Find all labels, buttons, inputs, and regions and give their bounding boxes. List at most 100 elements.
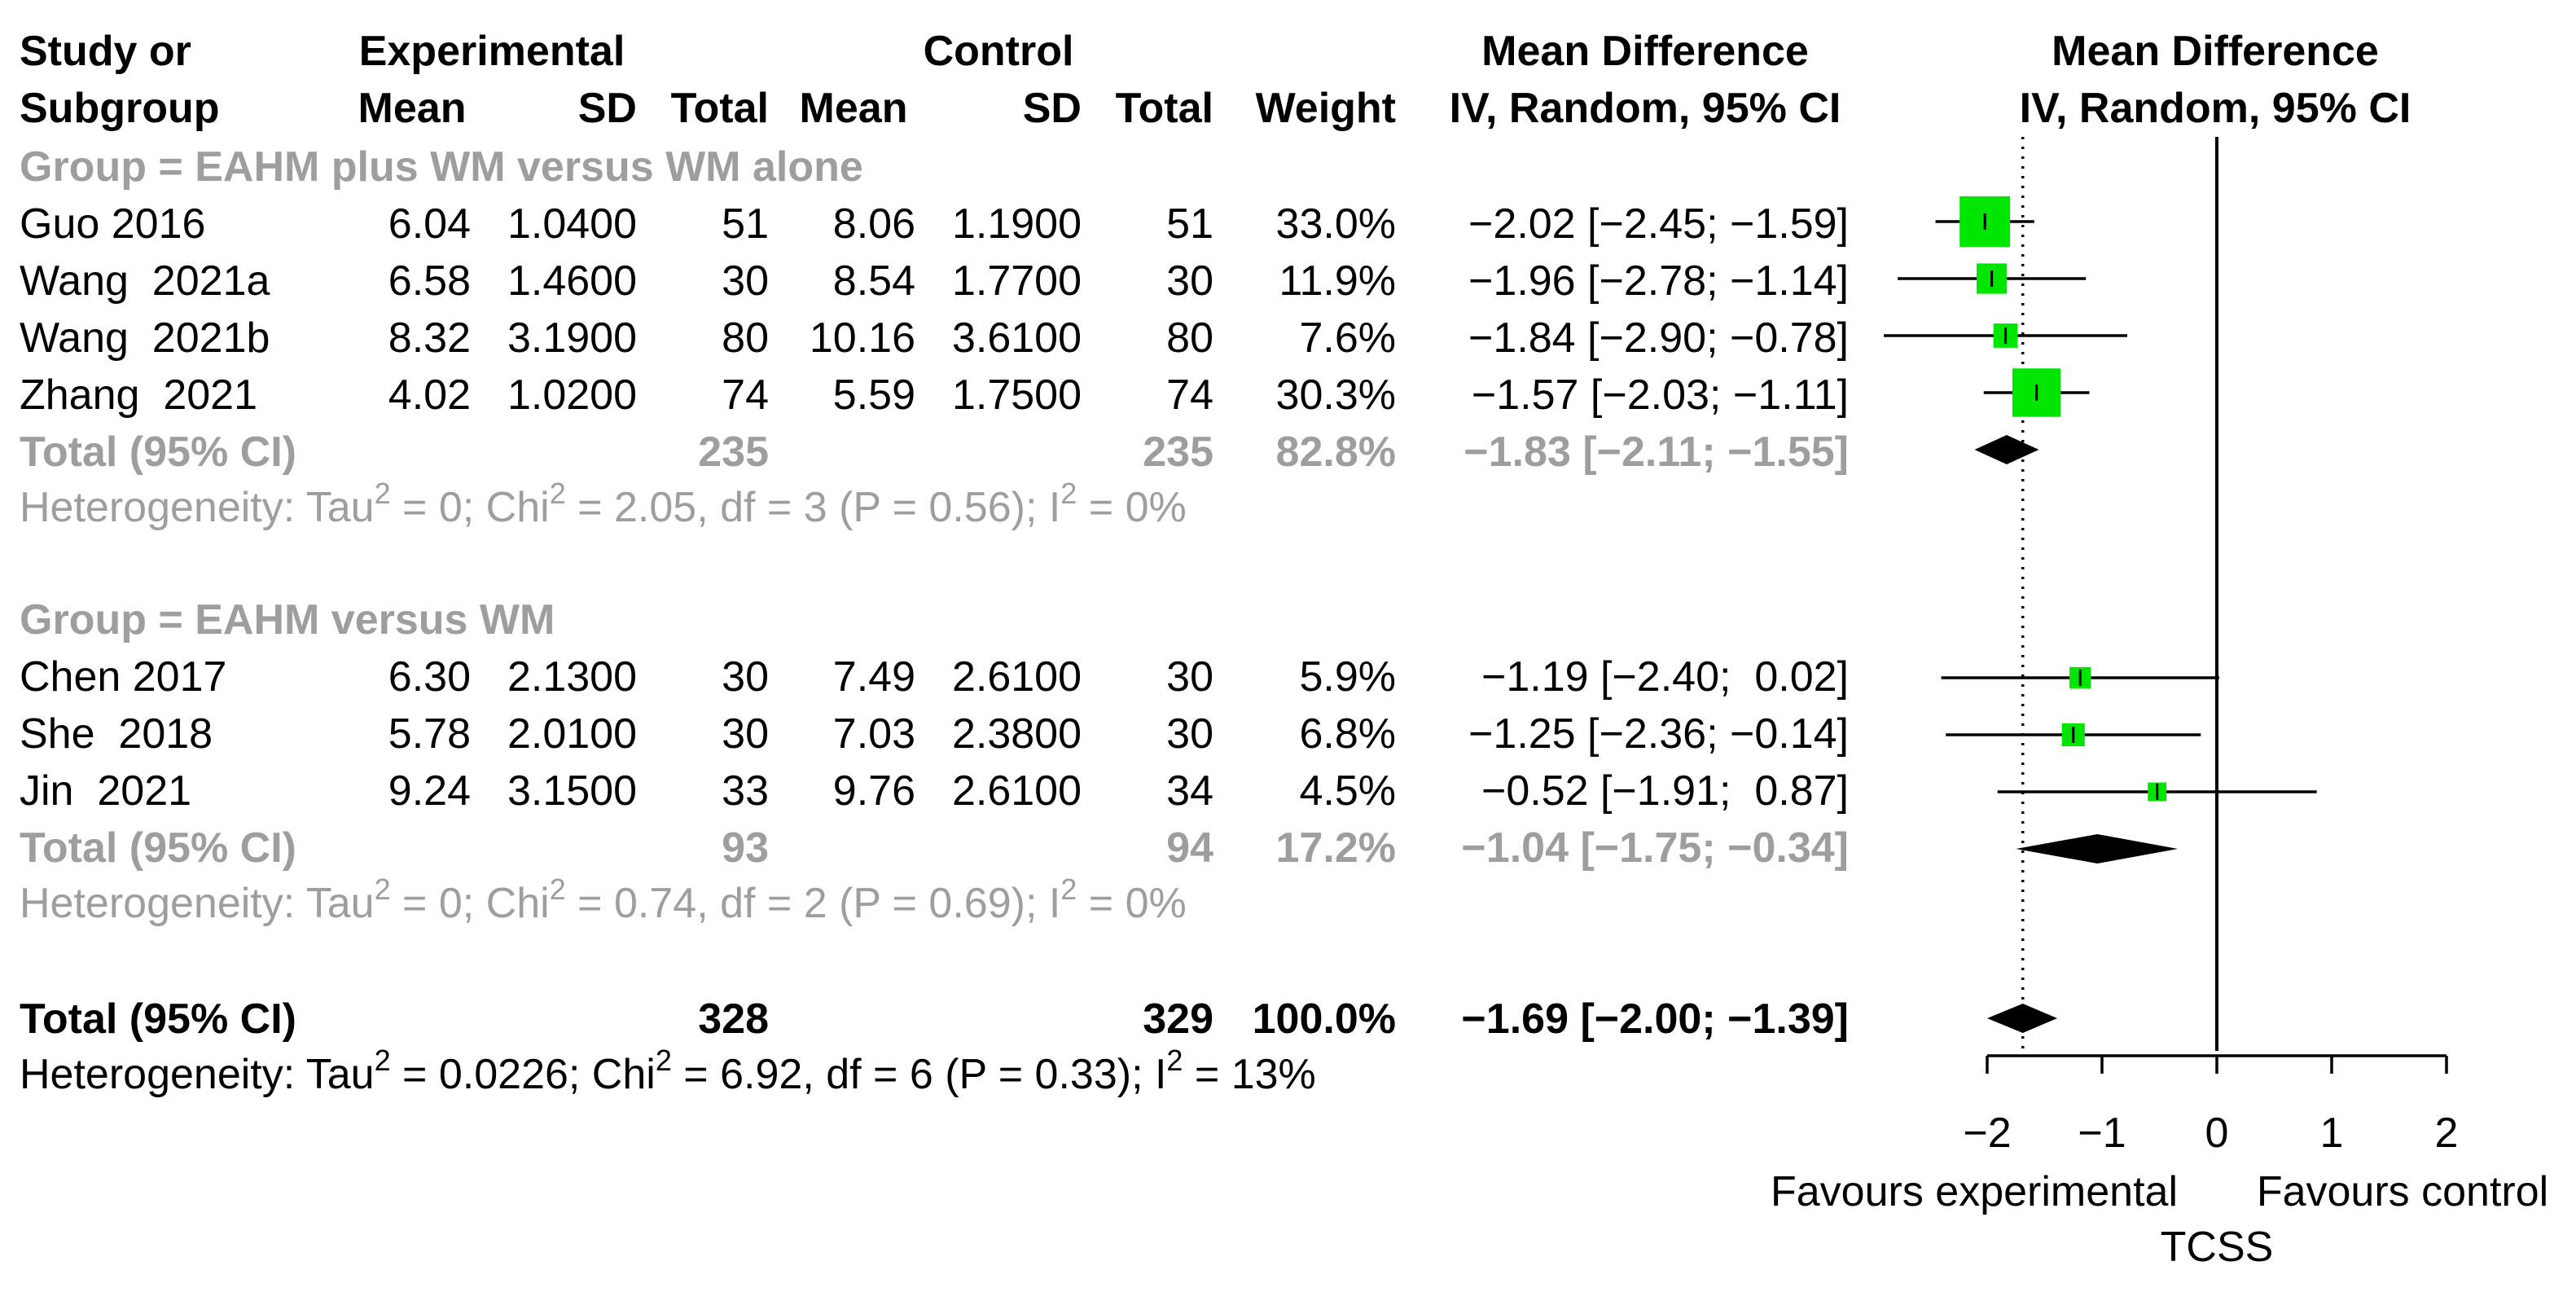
exp-sd: 2.0100 xyxy=(507,710,637,758)
study-row-0-3: Zhang 2021 4.02 1.0200 74 5.59 1.7500 74… xyxy=(20,371,1849,419)
ctrl-sd: 1.7500 xyxy=(952,371,1082,419)
x-axis-tick-label-2: 0 xyxy=(2205,1110,2229,1157)
het-prefix: Heterogeneity: Tau xyxy=(20,880,375,927)
exp-sd: 1.4600 xyxy=(507,257,637,305)
header-plot-line2: IV, Random, 95% CI xyxy=(2020,85,2411,132)
exp-total: 30 xyxy=(722,257,769,305)
exp-sd: 2.1300 xyxy=(507,653,637,701)
ctrl-mean: 10.16 xyxy=(810,314,915,362)
study-row-0-1: Wang 2021a 6.58 1.4600 30 8.54 1.7700 30… xyxy=(20,257,1849,305)
ctrl-sd: 2.6100 xyxy=(952,653,1082,701)
exp-total: 74 xyxy=(722,371,769,419)
group-label: Group = EAHM versus WM xyxy=(20,596,555,644)
header-weight: Weight xyxy=(1256,85,1396,132)
ctrl-mean: 7.49 xyxy=(833,653,915,701)
weight: 17.2% xyxy=(1276,824,1396,872)
ctrl-total: 30 xyxy=(1166,710,1213,758)
exp-mean: 6.30 xyxy=(388,653,471,701)
exp-total: 30 xyxy=(722,710,769,758)
exp-total: 51 xyxy=(722,200,769,248)
header-plot-line1: Mean Difference xyxy=(2052,28,2379,75)
study-row-1-2: Jin 2021 9.24 3.1500 33 9.76 2.6100 34 4… xyxy=(20,767,1849,815)
header-study-line1: Study or xyxy=(20,28,191,75)
exp-mean: 4.02 xyxy=(388,371,471,419)
exp-mean: 9.24 xyxy=(388,767,471,815)
study-row-1-1: She 2018 5.78 2.0100 30 7.03 2.3800 30 6… xyxy=(20,710,1849,758)
overall-heterogeneity-text: Heterogeneity: Tau2 = 0.0226; Chi2 = 6.9… xyxy=(20,1044,1316,1098)
md-ci: −1.83 [−2.11; −1.55] xyxy=(1464,428,1849,476)
weight: 5.9% xyxy=(1299,653,1396,701)
md-ci: −1.69 [−2.00; −1.39] xyxy=(1461,995,1849,1043)
ctrl-total: 34 xyxy=(1166,767,1213,815)
ctrl-sd: 1.7700 xyxy=(952,257,1082,305)
exp-sd: 1.0400 xyxy=(507,200,637,248)
subgroup-total-label: Total (95% CI) xyxy=(20,824,296,872)
het-tau2: = 0; Chi xyxy=(391,484,550,531)
xlabel: TCSS xyxy=(2161,1224,2274,1271)
ctrl-total: 30 xyxy=(1166,653,1213,701)
subgroup-total-row-1: Total (95% CI) 93 94 17.2% −1.04 [−1.75;… xyxy=(20,824,1849,872)
het-prefix: Heterogeneity: Tau xyxy=(20,1051,375,1098)
header-md-line1: Mean Difference xyxy=(1481,28,1809,75)
weight: 100.0% xyxy=(1253,995,1396,1043)
header-experimental: Experimental xyxy=(359,28,625,75)
header-exp-sd: SD xyxy=(578,85,637,132)
study-row-0-0: Guo 2016 6.04 1.0400 51 8.06 1.1900 51 3… xyxy=(20,200,1849,248)
ctrl-mean: 8.06 xyxy=(833,200,915,248)
subgroup-diamond-1 xyxy=(2016,834,2179,864)
md-ci: −1.57 [−2.03; −1.11] xyxy=(1472,371,1849,419)
x-axis-tick-label-3: 1 xyxy=(2320,1110,2344,1157)
overall-total-label: Total (95% CI) xyxy=(20,995,296,1043)
weight: 7.6% xyxy=(1299,314,1396,362)
exp-mean: 6.04 xyxy=(388,200,471,248)
subgroup-total-label: Total (95% CI) xyxy=(20,428,296,476)
het-chi2: = 0.74, df = 2 (P = 0.69); I xyxy=(566,880,1061,927)
ctrl-sd: 1.1900 xyxy=(952,200,1082,248)
weight: 33.0% xyxy=(1276,200,1396,248)
weight: 82.8% xyxy=(1276,428,1396,476)
header-md-line2: IV, Random, 95% CI xyxy=(1450,85,1841,132)
x-axis-tick-label-4: 2 xyxy=(2435,1110,2459,1157)
ctrl-total: 30 xyxy=(1166,257,1213,305)
ctrl-sd: 3.6100 xyxy=(952,314,1082,362)
md-ci: −1.04 [−1.75; −0.34] xyxy=(1461,824,1849,872)
het-tau2: = 0; Chi xyxy=(391,880,550,927)
study-name: Wang 2021b xyxy=(20,314,270,362)
header-control: Control xyxy=(924,28,1074,75)
ctrl-total: 74 xyxy=(1166,371,1213,419)
md-ci: −0.52 [−1.91; 0.87] xyxy=(1481,767,1849,815)
ctrl-mean: 8.54 xyxy=(833,257,915,305)
md-ci: −1.96 [−2.78; −1.14] xyxy=(1468,257,1849,305)
study-name: Wang 2021a xyxy=(20,257,270,305)
ctrl-total: 51 xyxy=(1166,200,1213,248)
het-i2: = 0% xyxy=(1077,484,1186,531)
header-ctrl-total: Total xyxy=(1116,85,1213,132)
md-ci: −1.25 [−2.36; −0.14] xyxy=(1468,710,1849,758)
overall-diamond xyxy=(1987,1004,2058,1033)
het-i2: = 0% xyxy=(1077,880,1186,927)
header-exp-mean: Mean xyxy=(358,85,467,132)
x-axis-tick-label-1: −1 xyxy=(2078,1110,2126,1157)
het-chi2: = 6.92, df = 6 (P = 0.33); I xyxy=(672,1051,1167,1098)
weight: 11.9% xyxy=(1279,257,1396,305)
weight: 4.5% xyxy=(1299,767,1396,815)
ctrl-mean: 9.76 xyxy=(833,767,915,815)
study-name: Zhang 2021 xyxy=(20,371,257,419)
het-chi2: = 2.05, df = 3 (P = 0.56); I xyxy=(566,484,1061,531)
exp-total: 33 xyxy=(722,767,769,815)
het-prefix: Heterogeneity: Tau xyxy=(20,484,375,531)
header-study-line2: Subgroup xyxy=(20,85,220,132)
group-label: Group = EAHM plus WM versus WM alone xyxy=(20,143,863,191)
weight: 6.8% xyxy=(1299,710,1396,758)
study-name: Guo 2016 xyxy=(20,200,205,248)
exp-total: 235 xyxy=(698,428,769,476)
exp-total: 80 xyxy=(722,314,769,362)
ctrl-mean: 7.03 xyxy=(833,710,915,758)
md-ci: −1.19 [−2.40; 0.02] xyxy=(1481,653,1849,701)
exp-mean: 5.78 xyxy=(388,710,471,758)
md-ci: −1.84 [−2.90; −0.78] xyxy=(1468,314,1849,362)
ctrl-total: 80 xyxy=(1166,314,1213,362)
study-name: Jin 2021 xyxy=(20,767,191,815)
